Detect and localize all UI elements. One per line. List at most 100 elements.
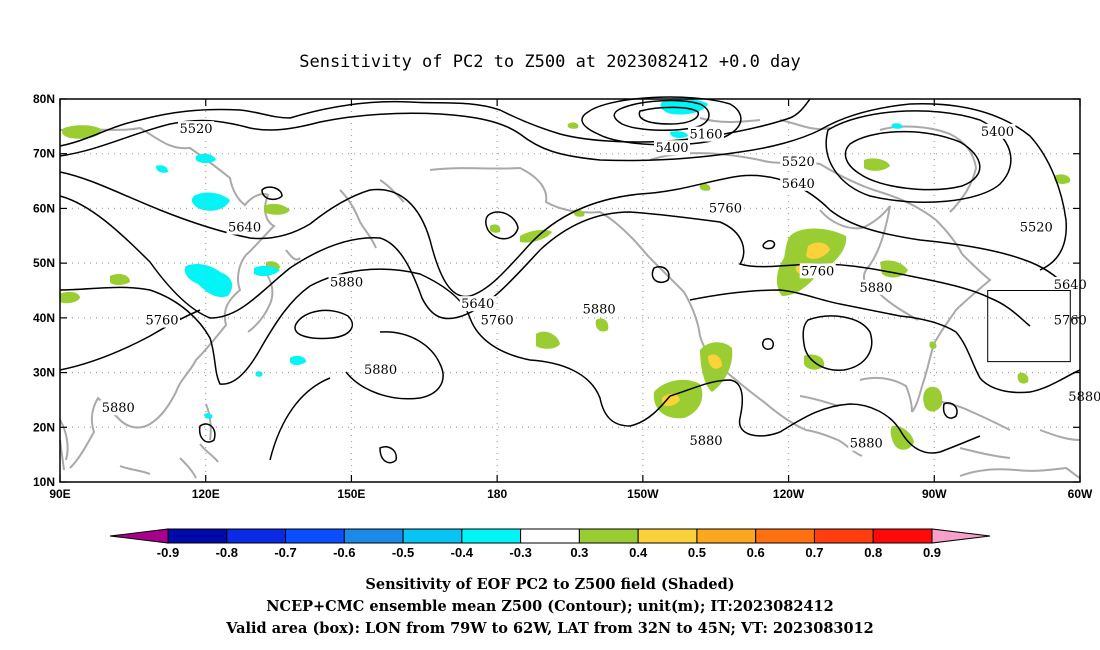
contour-label: 5400 [981, 125, 1014, 140]
contour-label: 5760 [481, 314, 514, 329]
contour-label: 5520 [1020, 221, 1053, 236]
contour-label: 5880 [850, 437, 883, 452]
sensitivity-patch [536, 331, 560, 349]
contour-label: 5880 [1068, 390, 1100, 405]
contour-5880-south [269, 377, 981, 461]
sensitivity-patch [929, 341, 937, 349]
contour-label: 5520 [179, 122, 212, 137]
contour-label-bg [1018, 219, 1055, 235]
colorbar-swatch [637, 528, 698, 544]
colorbar-label: 0.7 [805, 545, 823, 560]
contour-label-bg [979, 123, 1016, 139]
colorbar-label: 0.9 [923, 545, 941, 560]
contour-label-bg [328, 274, 365, 290]
y-tick-label: 70N [33, 147, 55, 161]
caption-line-3: Valid area (box): LON from 79W to 62W, L… [225, 620, 874, 637]
sensitivity-patch [1054, 174, 1071, 184]
colorbar-label: -0.8 [216, 545, 238, 560]
sensitivity-patch [489, 224, 501, 233]
sensitivity-patch [864, 158, 890, 171]
y-tick-label: 40N [33, 311, 55, 325]
sensitivity-patch [776, 228, 847, 296]
contour-label-bg [707, 200, 744, 216]
coastline-south-america [959, 466, 1081, 479]
contour-label-bg [362, 361, 399, 377]
contour-label-bg [799, 263, 836, 279]
contour-5880-small [261, 186, 776, 351]
sensitivity-patch [1017, 372, 1029, 384]
contour-label-bg [688, 126, 724, 142]
sensitivity-patch [191, 192, 230, 211]
contour-label-bg [654, 140, 690, 156]
figure-title: Sensitivity of PC2 to Z500 at 2023082412… [299, 52, 801, 72]
sensitivity-patch [567, 122, 579, 129]
contour-5880-na [689, 289, 1081, 394]
coastline-philippines [199, 403, 219, 463]
coastline-arctic-canada [649, 117, 963, 255]
contour-label-bg [100, 400, 137, 416]
contour-label: 5520 [782, 155, 815, 170]
colorbar-label: -0.4 [451, 545, 474, 560]
contour-label: 5880 [583, 303, 616, 318]
coastline-north-america-west [649, 257, 863, 457]
colorbar-label: -0.6 [333, 545, 355, 560]
sensitivity-patch [520, 229, 552, 243]
sensitivity-patch [806, 242, 830, 259]
contour-label-bg [479, 312, 516, 328]
y-tick-label: 50N [33, 256, 55, 270]
y-tick-label: 80N [33, 92, 55, 106]
x-tick-label: 90E [49, 487, 70, 501]
contour-label-bg [581, 301, 618, 317]
x-tick-label: 150W [627, 487, 659, 501]
contour-label-bg [780, 153, 817, 169]
coastline-borneo [119, 457, 197, 479]
contour-label-bg [688, 432, 724, 448]
contour-label: 5880 [330, 275, 363, 290]
sensitivity-patch [60, 291, 80, 304]
colorbar-high-arrow [931, 528, 991, 544]
contour-5880-mid [802, 315, 873, 371]
contour-5640 [59, 171, 1071, 298]
contour-label: 5880 [689, 434, 722, 449]
colorbar-label: 0.3 [570, 545, 588, 560]
contour-5880-tiny [198, 402, 958, 464]
contour-label: 5640 [782, 177, 815, 192]
x-tick-label: 60W [1068, 487, 1093, 501]
colorbar-label: 0.8 [864, 545, 882, 560]
caption-line-1: Sensitivity of EOF PC2 to Z500 field (Sh… [365, 576, 734, 593]
contour-labels: 5520 516054005520564057605400552056405880… [100, 121, 1100, 452]
sensitivity-patch [255, 371, 263, 377]
contour-5160 [613, 99, 710, 132]
contour-label-bg [459, 296, 496, 312]
contour-label: 5760 [801, 264, 834, 279]
sensitivity-patch [890, 425, 914, 450]
sensitivity-patch [595, 318, 609, 332]
sensitivity-patch [708, 354, 722, 369]
contour-label: 5760 [145, 314, 178, 329]
contour-label: 5160 [689, 128, 722, 143]
sensitivity-patch [891, 123, 903, 129]
coastline-hudson-bay [819, 205, 891, 295]
sensitivity-patch [670, 131, 688, 139]
x-tick-label: 120W [773, 487, 805, 501]
sensitivity-patch [184, 264, 233, 298]
contour-label-bg [144, 312, 180, 328]
contour-5520 [59, 103, 1067, 271]
colorbar-swatch [167, 528, 228, 544]
contour-5400-low [844, 130, 981, 191]
sensitivity-patch [923, 386, 943, 412]
contour-5400-outer [825, 110, 1012, 203]
coastline-gulf [799, 377, 913, 413]
contour-label-bg [858, 279, 894, 295]
map-frame [59, 98, 1081, 483]
contour-label-bg [848, 435, 885, 451]
sensitivity-patch [110, 274, 130, 285]
contour-label: 5640 [1054, 278, 1087, 293]
x-tick-label: 90W [922, 487, 947, 501]
colorbar-swatch [461, 528, 522, 544]
colorbar-label: 0.5 [688, 545, 706, 560]
sensitivity-patch [880, 260, 908, 278]
captions: Sensitivity of EOF PC2 to Z500 field (Sh… [225, 576, 874, 637]
contour-5880-pacific [59, 268, 671, 427]
